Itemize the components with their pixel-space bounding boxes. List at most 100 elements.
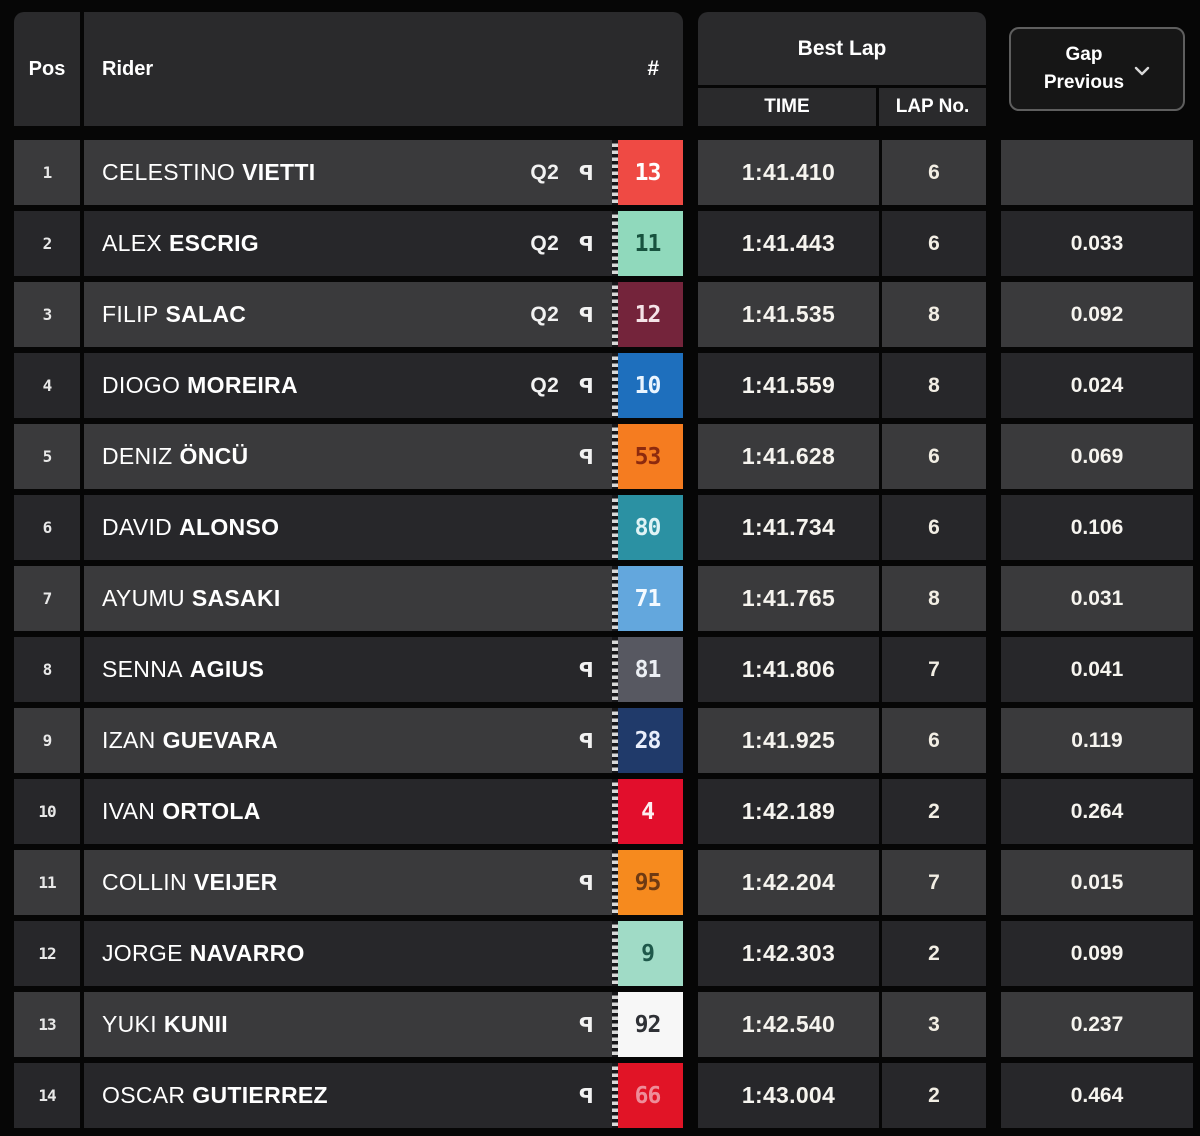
gap-previous-value: 0.033 xyxy=(1001,211,1193,276)
pit-icon: P xyxy=(579,231,594,256)
rider-last-name: MOREIRA xyxy=(187,372,298,398)
lap-number: 6 xyxy=(882,495,986,560)
lap-number: 6 xyxy=(882,140,986,205)
pit-icon: P xyxy=(579,870,594,895)
rider-first-name: COLLIN xyxy=(102,869,187,895)
rider-name: IVAN ORTOLA xyxy=(102,798,261,825)
table-row[interactable]: 7 AYUMU SASAKI 71 1:41.765 8 0.031 xyxy=(14,566,1193,631)
rider-number-plate: 71 xyxy=(612,566,683,631)
table-row[interactable]: 1 CELESTINO VIETTI Q2 P 13 1:41.410 6 xyxy=(14,140,1193,205)
rider-first-name: CELESTINO xyxy=(102,159,236,185)
rider-flags: P xyxy=(579,1013,594,1037)
rider-first-name: OSCAR xyxy=(102,1082,186,1108)
table-row[interactable]: 9 IZAN GUEVARA P 28 1:41.925 6 0.119 xyxy=(14,708,1193,773)
table-row[interactable]: 12 JORGE NAVARRO 9 1:42.303 2 0.099 xyxy=(14,921,1193,986)
pit-icon: P xyxy=(579,657,594,682)
rider-first-name: AYUMU xyxy=(102,585,185,611)
best-lap-time: 1:41.925 xyxy=(698,708,879,773)
rider-first-name: YUKI xyxy=(102,1011,157,1037)
q2-badge: Q2 xyxy=(530,231,560,255)
position-value: 3 xyxy=(14,282,80,347)
chevron-down-icon xyxy=(1134,66,1150,76)
col-header-lap-no: LAP No. xyxy=(895,96,970,117)
lap-number: 2 xyxy=(882,779,986,844)
position-value: 14 xyxy=(14,1063,80,1128)
col-header-best-lap: Best Lap TIME LAP No. xyxy=(698,12,986,126)
table-row[interactable]: 5 DENIZ ÖNCÜ P 53 1:41.628 6 0.069 xyxy=(14,424,1193,489)
table-row[interactable]: 10 IVAN ORTOLA 4 1:42.189 2 0.264 xyxy=(14,779,1193,844)
gap-previous-label: Gap Previous xyxy=(1043,44,1125,93)
table-header: Pos Rider # Best Lap TIME LAP No. Gap Pr… xyxy=(14,12,1193,126)
best-lap-time: 1:42.189 xyxy=(698,779,879,844)
rider-cell: OSCAR GUTIERREZ P 66 xyxy=(84,1063,683,1128)
rider-last-name: NAVARRO xyxy=(189,940,305,966)
rider-cell: SENNA AGIUS P 81 xyxy=(84,637,683,702)
gap-previous-value: 0.237 xyxy=(1001,992,1193,1057)
col-header-rider-label: Rider xyxy=(102,57,154,80)
rider-first-name: DENIZ xyxy=(102,443,173,469)
rider-cell: IZAN GUEVARA P 28 xyxy=(84,708,683,773)
rider-number-plate: 28 xyxy=(612,708,683,773)
gap-previous-value: 0.031 xyxy=(1001,566,1193,631)
rider-last-name: ESCRIG xyxy=(169,230,259,256)
table-row[interactable]: 6 DAVID ALONSO 80 1:41.734 6 0.106 xyxy=(14,495,1193,560)
gap-previous-value xyxy=(1001,140,1193,205)
rider-flags: Q2 P xyxy=(530,303,594,327)
pit-icon: P xyxy=(579,728,594,753)
position-value: 12 xyxy=(14,921,80,986)
rider-name: JORGE NAVARRO xyxy=(102,940,305,967)
gap-previous-value: 0.106 xyxy=(1001,495,1193,560)
rider-number-plate: 92 xyxy=(612,992,683,1057)
table-row[interactable]: 8 SENNA AGIUS P 81 1:41.806 7 0.041 xyxy=(14,637,1193,702)
rider-name: CELESTINO VIETTI xyxy=(102,159,315,186)
table-row[interactable]: 3 FILIP SALAC Q2 P 12 1:41.535 8 0.092 xyxy=(14,282,1193,347)
rider-first-name: FILIP xyxy=(102,301,159,327)
rider-first-name: IVAN xyxy=(102,798,156,824)
rider-flags: Q2 P xyxy=(530,374,594,398)
rider-name: DAVID ALONSO xyxy=(102,514,279,541)
position-value: 4 xyxy=(14,353,80,418)
best-lap-time: 1:41.535 xyxy=(698,282,879,347)
lap-number: 7 xyxy=(882,850,986,915)
lap-number: 2 xyxy=(882,921,986,986)
best-lap-time: 1:42.540 xyxy=(698,992,879,1057)
lap-number: 6 xyxy=(882,211,986,276)
table-row[interactable]: 14 OSCAR GUTIERREZ P 66 1:43.004 2 0.464 xyxy=(14,1063,1193,1128)
position-value: 2 xyxy=(14,211,80,276)
rider-flags: P xyxy=(579,1084,594,1108)
rider-flags: P xyxy=(579,871,594,895)
rider-first-name: DIOGO xyxy=(102,372,181,398)
gap-previous-dropdown[interactable]: Gap Previous xyxy=(1009,27,1185,111)
rider-first-name: IZAN xyxy=(102,727,156,753)
rider-number-plate: 9 xyxy=(612,921,683,986)
rider-cell: JORGE NAVARRO 9 xyxy=(84,921,683,986)
rider-first-name: ALEX xyxy=(102,230,163,256)
gap-previous-value: 0.264 xyxy=(1001,779,1193,844)
rider-name: AYUMU SASAKI xyxy=(102,585,281,612)
rider-flags: Q2 P xyxy=(530,161,594,185)
best-lap-time: 1:42.303 xyxy=(698,921,879,986)
pit-icon: P xyxy=(579,1012,594,1037)
table-row[interactable]: 4 DIOGO MOREIRA Q2 P 10 1:41.559 8 0.024 xyxy=(14,353,1193,418)
gap-previous-value: 0.041 xyxy=(1001,637,1193,702)
lap-number: 3 xyxy=(882,992,986,1057)
rider-name: DIOGO MOREIRA xyxy=(102,372,298,399)
rider-last-name: GUTIERREZ xyxy=(192,1082,328,1108)
table-row[interactable]: 11 COLLIN VEIJER P 95 1:42.204 7 0.015 xyxy=(14,850,1193,915)
rider-name: IZAN GUEVARA xyxy=(102,727,278,754)
lap-number: 2 xyxy=(882,1063,986,1128)
rider-number-plate: 53 xyxy=(612,424,683,489)
best-lap-title: Best Lap xyxy=(698,12,986,88)
rider-cell: COLLIN VEIJER P 95 xyxy=(84,850,683,915)
rider-flags: P xyxy=(579,658,594,682)
best-lap-time: 1:41.765 xyxy=(698,566,879,631)
table-row[interactable]: 13 YUKI KUNII P 92 1:42.540 3 0.237 xyxy=(14,992,1193,1057)
best-lap-time: 1:41.806 xyxy=(698,637,879,702)
gap-previous-value: 0.464 xyxy=(1001,1063,1193,1128)
table-row[interactable]: 2 ALEX ESCRIG Q2 P 11 1:41.443 6 0.033 xyxy=(14,211,1193,276)
rider-number-plate: 80 xyxy=(612,495,683,560)
lap-number: 8 xyxy=(882,566,986,631)
gap-previous-value: 0.092 xyxy=(1001,282,1193,347)
rider-last-name: ÖNCÜ xyxy=(179,443,249,469)
position-value: 5 xyxy=(14,424,80,489)
